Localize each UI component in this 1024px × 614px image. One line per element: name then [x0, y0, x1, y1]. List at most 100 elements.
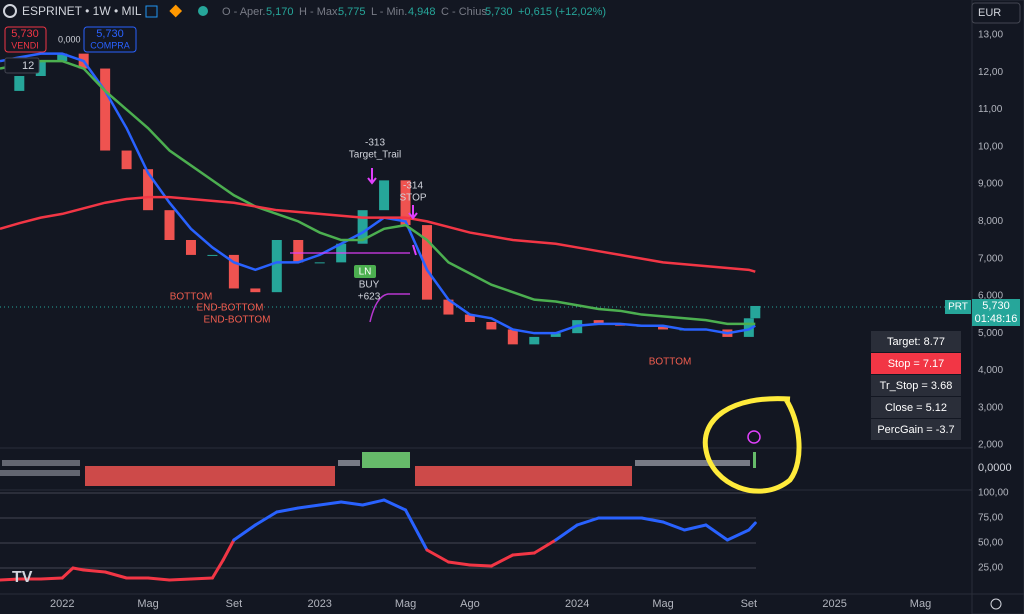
quantity-box[interactable] [4, 57, 40, 74]
settings-icon[interactable] [990, 598, 1002, 610]
indicator-segment [661, 520, 686, 532]
indicator-segment [221, 538, 236, 562]
y-tick-label: 100,00 [978, 488, 1009, 499]
indicator-segment [446, 560, 472, 567]
indicator-segment [296, 503, 322, 510]
candle [121, 150, 132, 170]
signal-neutral [635, 460, 750, 466]
indicator-segment [318, 500, 343, 507]
candle [207, 254, 218, 256]
indicator-segment [82, 568, 107, 574]
annotation: -313 [365, 138, 385, 149]
indicator-segment [39, 576, 64, 581]
candle [464, 314, 475, 322]
y-tick-label: 8,000 [978, 216, 1003, 227]
indicator-segment [682, 523, 708, 532]
signal-sell [415, 466, 632, 486]
indicator-segment [232, 523, 257, 542]
indicator-segment [425, 548, 450, 564]
sell-button[interactable] [4, 26, 47, 53]
sell-price[interactable]: 5,730 [11, 28, 39, 40]
currency[interactable]: EUR [978, 7, 1001, 19]
candle [750, 305, 761, 319]
icon[interactable] [169, 4, 183, 18]
table-text: PercGain = -3.7 [877, 424, 954, 436]
signal-neutral [0, 470, 80, 476]
signal-blocks [0, 452, 756, 486]
moving-average [0, 59, 756, 326]
indicator-segment [404, 508, 429, 552]
candle [314, 262, 325, 264]
candle [357, 210, 368, 244]
signal-buy [362, 452, 410, 468]
ohlc-value: 4,948 [408, 6, 436, 18]
y-tick-label: 10,00 [978, 141, 1003, 152]
signal-buy [753, 452, 756, 468]
table-text: Close = 5.12 [885, 402, 947, 414]
sell-label[interactable]: VENDI [11, 40, 39, 50]
ohlc-label: C - Chius. [441, 6, 490, 18]
indicator-segment [489, 553, 515, 568]
indicator-segment [725, 528, 751, 542]
symbol[interactable]: ESPRINET • 1W • MIL [22, 4, 142, 18]
buy-button[interactable] [83, 26, 137, 53]
quantity[interactable]: 12 [22, 60, 34, 72]
tv-logo: TV [12, 569, 33, 586]
indicator-segment [361, 498, 386, 507]
buy-label[interactable]: COMPRA [90, 40, 130, 50]
y-tick-label: 6,000 [978, 291, 1003, 302]
signal-neutral [2, 460, 80, 466]
signal-tick: 0,0000 [978, 462, 1012, 474]
indicator-segment [253, 510, 279, 527]
indicator-segment [747, 521, 757, 532]
x-tick-label: 2023 [307, 598, 331, 610]
candle [293, 240, 304, 263]
table-cell [871, 397, 961, 418]
y-tick-label: 7,000 [978, 253, 1003, 264]
annotation: END-BOTTOM [203, 315, 270, 326]
signal-arrows [367, 168, 418, 256]
y-tick-label: 12,00 [978, 67, 1003, 78]
currency-button[interactable] [971, 2, 1021, 24]
candle [443, 299, 454, 315]
candle [143, 169, 154, 211]
annotation: END-BOTTOM [196, 303, 263, 314]
x-tick-label: Ago [460, 598, 480, 610]
icon[interactable] [198, 6, 208, 16]
indicator-segment [468, 563, 493, 568]
x-tick-label: Set [226, 598, 243, 610]
x-tick-label: 2025 [822, 598, 846, 610]
buy-price[interactable]: 5,730 [96, 28, 124, 40]
table-text: Target: 8.77 [887, 336, 945, 348]
spread: 0,000 [58, 34, 81, 44]
y-tick-label: 25,00 [978, 563, 1003, 574]
indicator-segment [0, 577, 21, 582]
ohlc-label: L - Min. [371, 6, 407, 18]
alert-icon[interactable] [747, 430, 761, 444]
moving-average [0, 195, 756, 273]
candle [185, 240, 196, 255]
annotation: LN [359, 267, 372, 278]
trail-lines [290, 252, 410, 323]
indicator-segment [339, 500, 365, 507]
y-tick-label: 75,00 [978, 513, 1003, 524]
y-tick-label: 3,000 [978, 402, 1003, 413]
table-cell [871, 331, 961, 352]
indicator-segment [382, 498, 408, 512]
indicator-segment [275, 506, 300, 514]
candle [421, 225, 432, 300]
ohlc-value: 5,170 [266, 6, 294, 18]
annotation: -314 [403, 181, 423, 192]
indicator-segment [511, 551, 536, 557]
table-cell [871, 419, 961, 440]
price-tag [945, 300, 971, 314]
x-tick-label: Mag [652, 598, 673, 610]
indicator-segment [103, 570, 129, 580]
annotation: BOTTOM [649, 357, 692, 368]
candle [164, 210, 175, 240]
price-tag-text: PRT [948, 302, 968, 313]
indicator-segment [60, 566, 75, 580]
icon[interactable] [145, 5, 158, 18]
annotation: +623 [358, 292, 381, 303]
